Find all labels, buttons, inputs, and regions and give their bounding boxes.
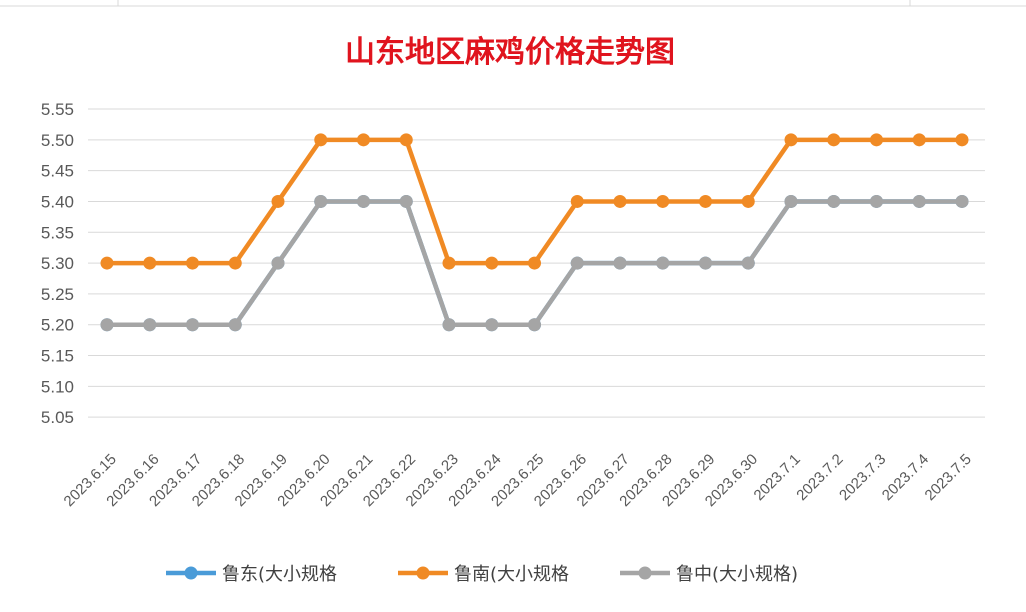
legend-label: 鲁南(大小规格 [454, 564, 569, 585]
data-point [955, 194, 969, 208]
y-tick-label: 5.40 [41, 192, 74, 211]
legend: 鲁东(大小规格 鲁南(大小规格 鲁中(大小规格) [166, 564, 798, 585]
x-tick-label: 2023.7.3 [836, 451, 889, 504]
data-point [228, 256, 242, 270]
data-point [613, 194, 627, 208]
data-point [399, 133, 413, 147]
data-point [186, 256, 199, 270]
data-point [357, 194, 370, 208]
data-point [699, 256, 712, 270]
data-point [271, 256, 285, 270]
data-point [741, 256, 755, 270]
legend-marker [638, 566, 652, 580]
data-point [100, 256, 114, 270]
data-point [955, 133, 969, 147]
legend-label: 鲁东(大小规格 [222, 564, 337, 585]
data-point [228, 318, 242, 332]
data-point [442, 318, 456, 332]
data-point [827, 133, 841, 147]
y-tick-label: 5.05 [41, 408, 74, 427]
x-axis-ticks: 2023.6.152023.6.162023.6.172023.6.182023… [61, 451, 975, 510]
data-point [570, 256, 584, 270]
data-point [784, 194, 798, 208]
data-point [656, 256, 670, 270]
data-point [143, 318, 157, 332]
data-point [528, 256, 541, 270]
data-point [271, 194, 285, 208]
data-point [912, 194, 926, 208]
x-tick-label: 2023.7.5 [922, 451, 975, 504]
data-point [100, 318, 114, 332]
y-tick-label: 5.35 [41, 223, 74, 242]
data-point [314, 194, 328, 208]
legend-marker [184, 566, 198, 580]
data-point [656, 194, 670, 208]
data-point [442, 256, 456, 270]
data-point [741, 194, 755, 208]
data-point [699, 194, 712, 208]
data-point [186, 318, 199, 332]
y-tick-label: 5.50 [41, 131, 74, 150]
y-tick-label: 5.25 [41, 285, 74, 304]
x-tick-label: 2023.7.2 [793, 451, 846, 504]
data-point [528, 318, 541, 332]
data-point [399, 194, 413, 208]
data-point [143, 256, 157, 270]
series-lines [100, 133, 969, 332]
y-tick-label: 5.45 [41, 162, 74, 181]
x-tick-label: 2023.7.4 [879, 451, 932, 504]
legend-marker [416, 566, 430, 580]
data-point [870, 194, 883, 208]
x-tick-label: 2023.7.1 [751, 451, 804, 504]
y-tick-label: 5.20 [41, 316, 74, 335]
data-point [784, 133, 798, 147]
data-point [613, 256, 627, 270]
y-tick-label: 5.10 [41, 377, 74, 396]
y-tick-label: 5.15 [41, 347, 74, 366]
data-point [870, 133, 883, 147]
y-tick-label: 5.55 [41, 100, 74, 119]
data-point [912, 133, 926, 147]
chart-title: 山东地区麻鸡价格走势图 [345, 35, 675, 70]
legend-label: 鲁中(大小规格) [676, 564, 798, 585]
data-point [357, 133, 370, 147]
data-point [314, 133, 328, 147]
data-point [485, 256, 499, 270]
data-point [570, 194, 584, 208]
y-tick-label: 5.30 [41, 254, 74, 273]
data-point [485, 318, 499, 332]
data-point [827, 194, 841, 208]
y-axis-ticks: 5.05 5.10 5.15 5.20 5.25 5.30 5.35 5.40 5.45 5.50… [41, 100, 74, 427]
